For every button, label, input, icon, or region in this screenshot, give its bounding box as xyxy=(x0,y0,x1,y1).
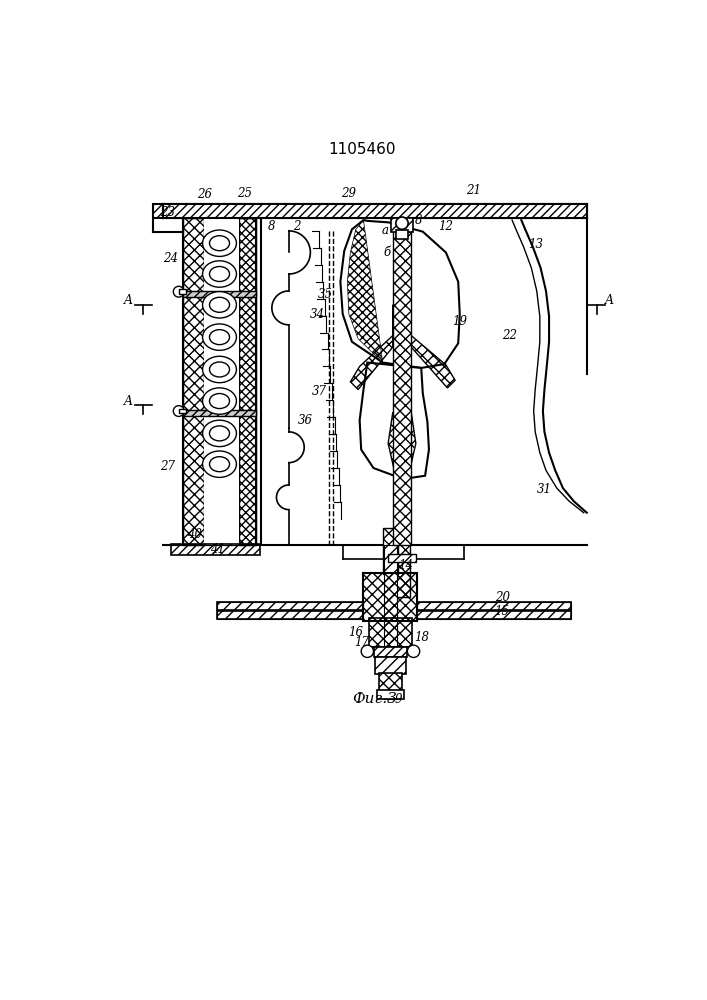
Ellipse shape xyxy=(203,388,236,414)
Bar xyxy=(182,218,204,545)
Ellipse shape xyxy=(203,261,236,287)
Ellipse shape xyxy=(209,394,230,409)
Bar xyxy=(179,409,187,413)
Bar xyxy=(163,204,587,218)
Bar xyxy=(377,690,404,699)
Bar xyxy=(239,218,256,545)
Bar xyxy=(182,291,256,297)
Circle shape xyxy=(173,286,184,297)
Bar xyxy=(393,222,411,545)
Ellipse shape xyxy=(209,236,230,251)
Bar xyxy=(179,289,187,294)
Bar xyxy=(153,204,163,218)
Bar xyxy=(375,657,406,674)
Ellipse shape xyxy=(209,330,230,345)
Text: 18: 18 xyxy=(414,631,428,644)
Bar xyxy=(379,673,402,691)
Text: 40: 40 xyxy=(187,528,201,541)
Text: 2: 2 xyxy=(293,220,300,233)
Text: 34: 34 xyxy=(310,308,325,321)
Ellipse shape xyxy=(203,324,236,350)
Text: 29: 29 xyxy=(341,187,356,200)
Text: 37: 37 xyxy=(312,385,327,398)
Text: 14: 14 xyxy=(398,559,414,572)
Text: A: A xyxy=(124,395,133,408)
Text: 26: 26 xyxy=(197,188,211,201)
Ellipse shape xyxy=(209,426,230,441)
Bar xyxy=(382,528,398,574)
Text: 13: 13 xyxy=(527,238,543,251)
Text: 20: 20 xyxy=(495,591,510,604)
Circle shape xyxy=(173,406,184,416)
Text: б: б xyxy=(383,246,390,259)
Text: 27: 27 xyxy=(160,460,175,473)
Bar xyxy=(417,602,571,619)
Text: 25: 25 xyxy=(237,187,252,200)
Ellipse shape xyxy=(203,230,236,256)
Text: 23: 23 xyxy=(160,206,175,219)
Ellipse shape xyxy=(209,457,230,472)
Polygon shape xyxy=(340,220,460,368)
Bar xyxy=(217,602,363,610)
Ellipse shape xyxy=(209,362,230,377)
Text: Фиг.3: Фиг.3 xyxy=(353,692,397,706)
Bar xyxy=(395,542,409,597)
Circle shape xyxy=(407,645,420,657)
Ellipse shape xyxy=(203,451,236,477)
Bar xyxy=(417,611,571,619)
Bar xyxy=(217,602,363,619)
Circle shape xyxy=(361,645,373,657)
Text: 19: 19 xyxy=(452,315,467,328)
Bar xyxy=(373,647,407,657)
Circle shape xyxy=(396,217,408,229)
Text: 36: 36 xyxy=(298,414,313,427)
Text: 9: 9 xyxy=(395,693,402,706)
Bar xyxy=(391,218,413,232)
Text: 8: 8 xyxy=(415,214,423,227)
Text: 35: 35 xyxy=(317,288,332,301)
Bar xyxy=(369,618,412,647)
Bar xyxy=(385,545,397,699)
Text: 15: 15 xyxy=(495,605,510,618)
Bar xyxy=(171,544,259,555)
Bar xyxy=(182,410,256,416)
Text: 17: 17 xyxy=(354,636,368,649)
Bar xyxy=(363,573,417,620)
Polygon shape xyxy=(360,363,429,478)
Text: 24: 24 xyxy=(163,252,178,265)
Ellipse shape xyxy=(209,266,230,282)
Text: A: A xyxy=(124,294,133,307)
Text: а: а xyxy=(382,224,389,237)
Text: 1105460: 1105460 xyxy=(328,142,396,157)
Text: A: A xyxy=(605,294,614,307)
Bar xyxy=(217,611,363,619)
Ellipse shape xyxy=(203,292,236,318)
Bar xyxy=(417,602,571,610)
Ellipse shape xyxy=(203,420,236,447)
Ellipse shape xyxy=(203,356,236,383)
Bar xyxy=(182,218,256,545)
Text: 41: 41 xyxy=(210,543,225,556)
Text: 8: 8 xyxy=(268,220,276,233)
Ellipse shape xyxy=(209,297,230,312)
Text: 16: 16 xyxy=(349,626,363,639)
Bar xyxy=(396,230,408,239)
Text: 22: 22 xyxy=(502,329,518,342)
Text: 31: 31 xyxy=(537,483,552,496)
Bar xyxy=(388,554,416,562)
Bar xyxy=(204,218,239,545)
Text: 12: 12 xyxy=(438,220,453,233)
Text: 21: 21 xyxy=(466,184,481,197)
